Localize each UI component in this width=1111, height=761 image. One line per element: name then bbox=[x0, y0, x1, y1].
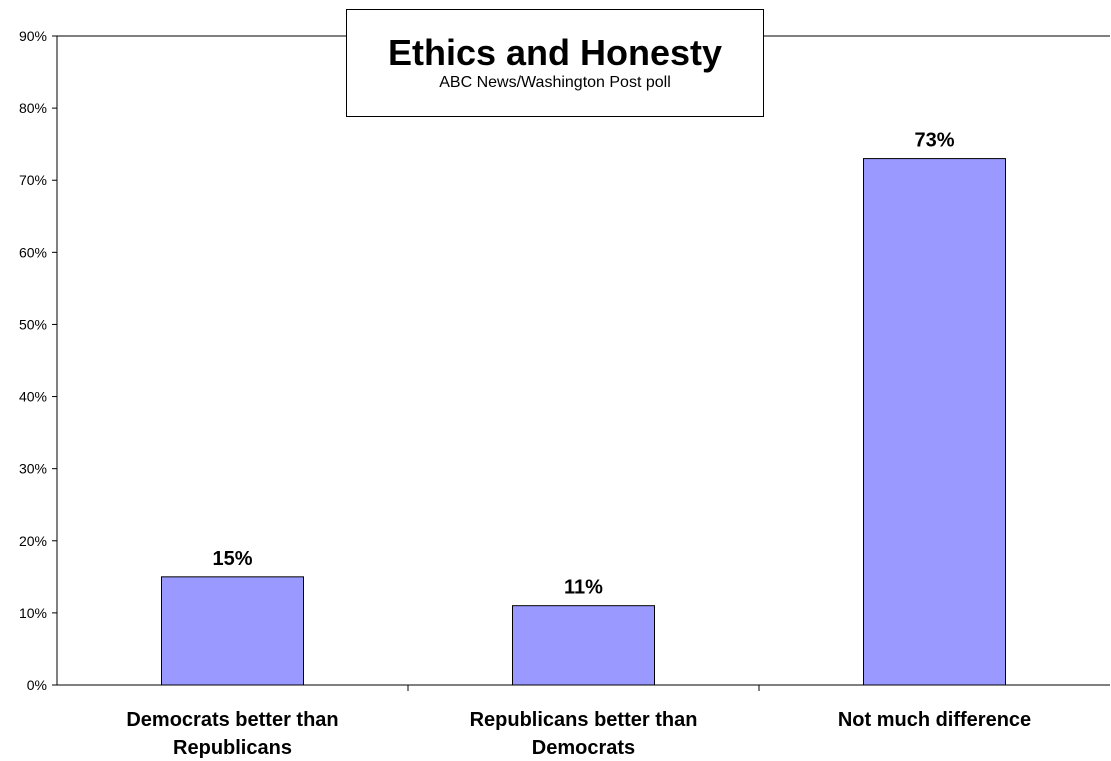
y-tick-label: 60% bbox=[19, 244, 47, 260]
bar bbox=[863, 158, 1006, 686]
y-tick-label: 0% bbox=[27, 677, 47, 693]
chart-title-box: Ethics and Honesty ABC News/Washington P… bbox=[346, 9, 764, 117]
bars bbox=[161, 158, 1006, 686]
category-label: Not much difference bbox=[838, 709, 1031, 731]
bar-value-labels: 15% 11% 73% bbox=[212, 130, 954, 599]
y-tick-label: 70% bbox=[19, 172, 47, 188]
category-labels: Democrats better than Republicans Republic… bbox=[126, 709, 1031, 759]
x-axis bbox=[57, 684, 1110, 691]
bar bbox=[512, 605, 655, 686]
y-tick-label: 90% bbox=[19, 28, 47, 44]
y-tick-label: 10% bbox=[19, 605, 47, 621]
y-tick-label: 20% bbox=[19, 533, 47, 549]
bar bbox=[161, 576, 304, 686]
y-tick-label: 40% bbox=[19, 389, 47, 405]
category-label: Democrats bbox=[532, 737, 635, 759]
bar-value-label: 11% bbox=[564, 577, 603, 599]
y-tick-label: 80% bbox=[19, 100, 47, 116]
category-label: Republicans better than bbox=[470, 709, 698, 731]
chart-subtitle: ABC News/Washington Post poll bbox=[439, 74, 671, 91]
bar-value-label: 73% bbox=[914, 130, 954, 152]
bar-value-label: 15% bbox=[212, 548, 252, 570]
y-tick-label: 50% bbox=[19, 316, 47, 332]
y-axis: 0% 10% 20% 30% 40% 50% 60% 70% 80% 90% bbox=[19, 28, 1110, 693]
category-label: Democrats better than bbox=[126, 709, 338, 731]
y-tick-label: 30% bbox=[19, 461, 47, 477]
chart-title: Ethics and Honesty bbox=[387, 32, 723, 73]
category-label: Republicans bbox=[173, 737, 292, 759]
